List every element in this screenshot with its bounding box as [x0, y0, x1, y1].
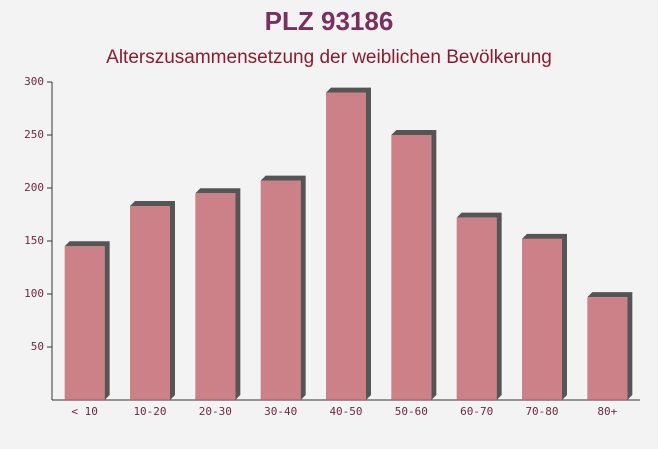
bar — [326, 92, 366, 400]
bar — [456, 217, 497, 400]
x-tick-label: 10-20 — [133, 405, 166, 418]
y-tick-label: 50 — [31, 340, 44, 353]
x-tick-label: 60-70 — [460, 405, 493, 418]
bar — [195, 193, 236, 400]
bar — [260, 180, 301, 400]
bar-shadow — [456, 212, 502, 400]
x-tick-label: 20-30 — [199, 405, 232, 418]
bar — [391, 135, 432, 400]
bar — [587, 297, 628, 400]
bar-shadow — [391, 130, 437, 400]
x-tick-label: 30-40 — [264, 405, 297, 418]
chart-title: PLZ 93186 — [265, 6, 394, 36]
y-tick-label: 150 — [24, 234, 44, 247]
x-tick-label: 40-50 — [329, 405, 362, 418]
bar-shadow — [522, 233, 567, 400]
chart-subtitle: Alterszusammensetzung der weiblichen Bev… — [106, 47, 552, 68]
x-tick-label: 50-60 — [395, 405, 428, 418]
y-tick-label: 300 — [24, 75, 44, 88]
bar-shadow — [587, 292, 633, 400]
bar-shadow — [260, 175, 306, 400]
bar — [64, 246, 105, 400]
y-tick-label: 200 — [24, 181, 44, 194]
bar-shadow — [195, 188, 241, 400]
x-tick-label: 80+ — [597, 405, 617, 418]
bar-shadow — [326, 87, 371, 400]
bar-shadow — [130, 201, 175, 400]
bar — [522, 238, 562, 400]
bar-shadow — [64, 241, 110, 400]
x-tick-label: 70-80 — [525, 405, 558, 418]
x-tick-label: < 10 — [71, 405, 98, 418]
y-tick-label: 250 — [24, 128, 44, 141]
bar — [130, 206, 170, 400]
y-tick-label: 100 — [24, 287, 44, 300]
